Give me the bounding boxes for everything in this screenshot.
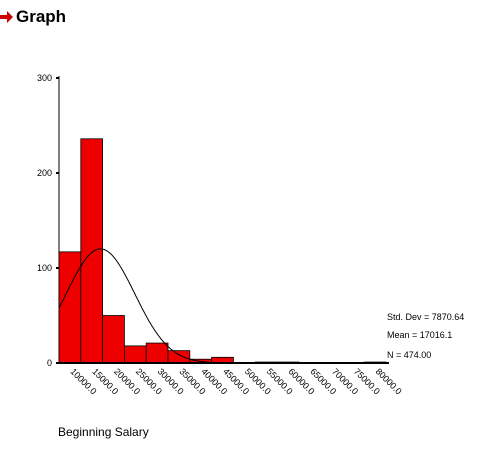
histogram-bar: [124, 345, 147, 364]
y-tick-label: 300: [37, 73, 52, 83]
bars: [58, 138, 387, 364]
graph-header: Graph: [0, 4, 66, 30]
histogram-bar: [80, 138, 104, 364]
histogram-bar: [167, 350, 191, 364]
x-axis-label: Beginning Salary: [58, 425, 149, 439]
page-title: Graph: [16, 7, 67, 26]
x-ticks: 10000.015000.020000.025000.030000.035000…: [68, 366, 403, 396]
histogram-bar: [58, 251, 82, 364]
stats-block: Std. Dev = 7870.64 Mean = 17016.1 N = 474.…: [387, 312, 464, 360]
y-tick-label: 100: [37, 263, 52, 273]
stat-line: N = 474.00: [387, 350, 431, 360]
histogram-bar: [145, 342, 169, 364]
y-tick-label: 0: [47, 358, 52, 368]
y-ticks: 0 100 200 300: [37, 73, 59, 368]
stat-line: Std. Dev = 7870.64: [387, 312, 464, 322]
stat-line: Mean = 17016.1: [387, 330, 452, 340]
y-tick-label: 200: [37, 168, 52, 178]
arrow-right-icon: [0, 11, 13, 23]
histogram-bar: [102, 315, 125, 364]
